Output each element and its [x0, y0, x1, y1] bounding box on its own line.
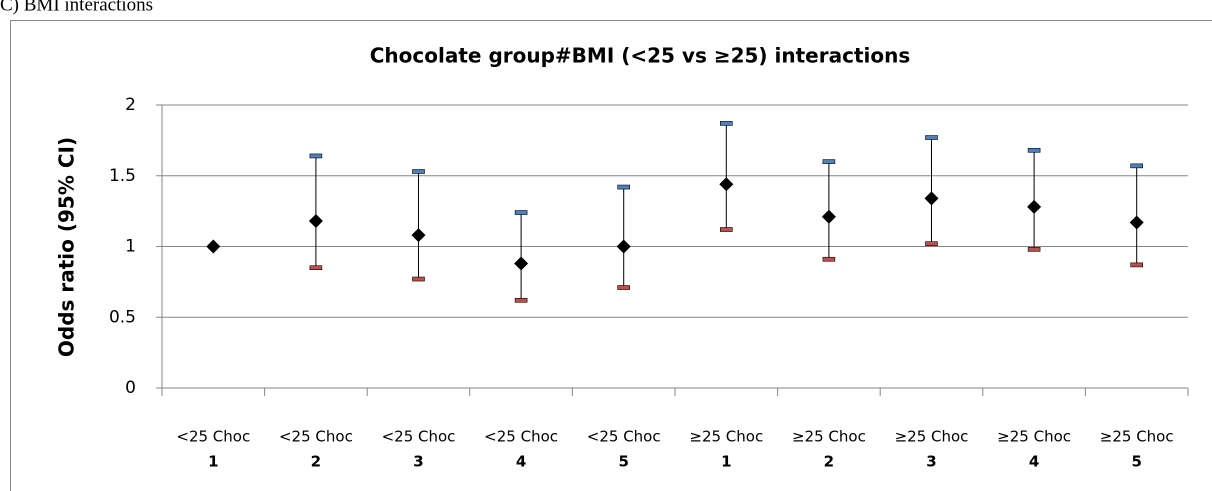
y-tick-label: 1	[125, 237, 136, 257]
lower-cap	[925, 241, 938, 246]
lower-cap	[309, 265, 323, 271]
point	[1027, 199, 1042, 214]
point	[308, 214, 323, 229]
upper-cap	[617, 184, 631, 190]
x-tick-label: ≥25 Choc	[895, 428, 969, 446]
upper-cap	[1027, 147, 1041, 153]
x-tick-label: 2	[824, 453, 834, 471]
x-tick-label: ≥25 Choc	[689, 428, 763, 446]
x-tick-label: 4	[1029, 453, 1039, 471]
point	[924, 191, 939, 206]
x-tick-label: ≥25 Choc	[792, 428, 866, 446]
x-tick-label: 5	[1131, 453, 1141, 471]
point	[719, 177, 734, 192]
x-tick-label: <25 Choc	[587, 428, 661, 446]
x-tick-label: 4	[516, 453, 526, 471]
x-tick-label: 5	[618, 453, 628, 471]
upper-cap	[1130, 163, 1143, 169]
lower-cap	[719, 227, 733, 232]
x-tick-label: <25 Choc	[382, 428, 456, 446]
y-axis-label: Odds ratio (95% CI)	[55, 137, 79, 357]
chart-border	[10, 20, 1212, 491]
x-tick-label: ≥25 Choc	[997, 428, 1071, 446]
x-tick-label: <25 Choc	[484, 428, 558, 446]
lower-cap	[1027, 247, 1041, 252]
upper-cap	[719, 121, 733, 126]
y-tick-label: 2	[125, 95, 136, 115]
x-tick-label: 2	[311, 453, 321, 471]
chart-title: Chocolate group#BMI (<25 vs ≥25) interac…	[370, 44, 911, 68]
point	[514, 256, 529, 271]
point	[616, 239, 631, 254]
point	[821, 209, 836, 224]
lower-cap	[1130, 262, 1143, 268]
y-tick-label: 0	[125, 378, 136, 398]
upper-cap	[925, 135, 938, 140]
point	[411, 228, 426, 243]
y-tick-label: 1.5	[109, 166, 136, 186]
lower-cap	[822, 256, 836, 262]
x-tick-label: 3	[926, 453, 936, 471]
x-tick-label: 1	[208, 453, 218, 471]
caption: C) BMI interactions	[0, 0, 153, 15]
upper-cap	[412, 169, 425, 174]
lower-cap	[617, 285, 631, 290]
x-tick-label: <25 Choc	[279, 428, 353, 446]
x-tick-label: ≥25 Choc	[1100, 428, 1174, 446]
point	[206, 239, 221, 254]
upper-cap	[514, 210, 528, 215]
y-tick-label: 0.5	[109, 307, 136, 327]
x-tick-label: <25 Choc	[176, 428, 250, 446]
x-tick-label: 1	[721, 453, 731, 471]
x-tick-label: 3	[413, 453, 423, 471]
upper-cap	[309, 153, 323, 159]
lower-cap	[412, 276, 425, 282]
upper-cap	[822, 159, 836, 164]
lower-cap	[514, 297, 528, 303]
point	[1129, 215, 1144, 230]
